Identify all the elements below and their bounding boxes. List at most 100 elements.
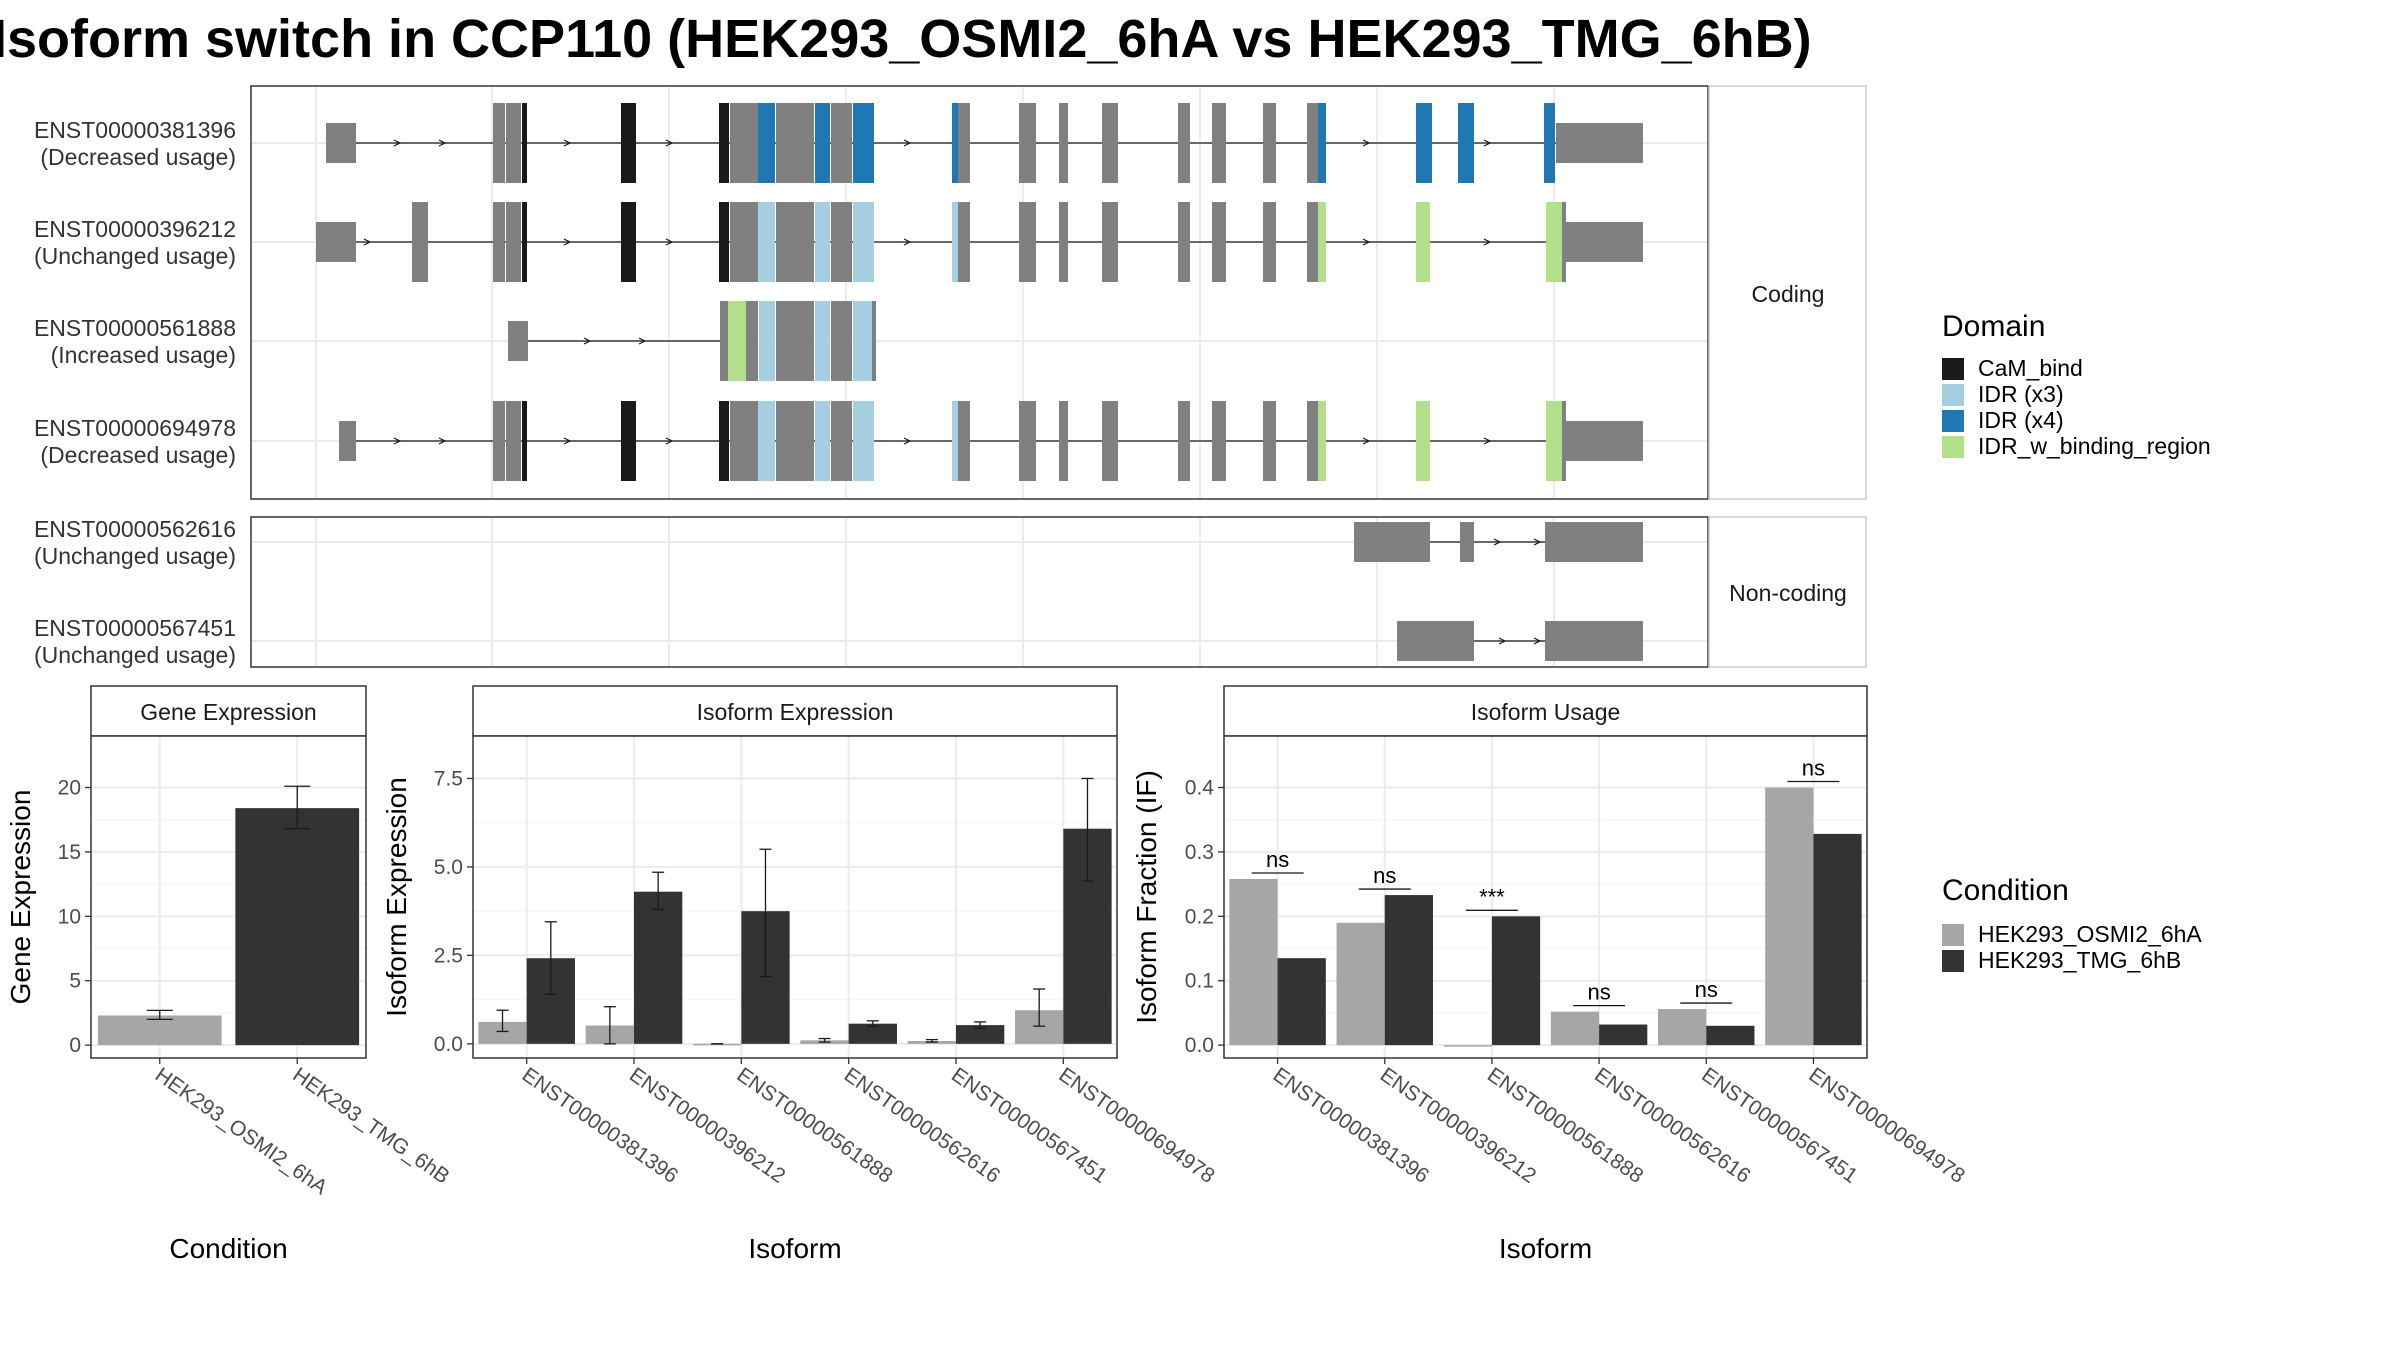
bar — [1277, 958, 1326, 1046]
coding-exon — [958, 401, 970, 481]
coding-exon — [746, 301, 758, 381]
panel-title: Isoform Expression — [697, 699, 894, 725]
coding-exon — [776, 202, 814, 282]
y-axis-title: Isoform Fraction (IF) — [1131, 770, 1162, 1024]
domain-legend-key — [1942, 436, 1964, 458]
y-tick-label: 5 — [69, 970, 81, 993]
strand-arrow — [363, 238, 372, 246]
domain-block — [853, 103, 874, 183]
strand-arrow — [1498, 637, 1507, 645]
noncoding-panel-frame — [250, 516, 1709, 668]
coding-strip-label: Coding — [1752, 281, 1825, 307]
coding-exon — [1212, 202, 1226, 282]
coding-exon — [776, 401, 814, 481]
transcript-id-label: ENST00000561888 — [34, 315, 236, 341]
condition-legend-label: HEK293_TMG_6hB — [1978, 947, 2181, 973]
panel-title: Gene Expression — [140, 699, 316, 725]
domain-block — [758, 401, 775, 481]
panel-strip — [1223, 685, 1868, 737]
domain-block — [1544, 103, 1555, 183]
utr-exon — [1397, 621, 1474, 661]
y-tick-label: 0.3 — [1185, 841, 1214, 864]
strand-arrow — [903, 238, 912, 246]
utr-exon — [1545, 621, 1643, 661]
transcript-usage-label: (Unchanged usage) — [34, 543, 236, 569]
coding-exon — [1212, 103, 1226, 183]
strand-arrow — [1483, 437, 1492, 445]
condition-legend-key — [1942, 924, 1964, 946]
coding-exon — [1102, 202, 1118, 282]
coding-exon — [493, 103, 505, 183]
figure-title: Isoform switch in CCP110 (HEK293_OSMI2_6… — [0, 9, 1812, 69]
strand-arrow — [563, 238, 572, 246]
coding-panel-frame — [250, 85, 1709, 500]
strand-arrow — [1533, 637, 1542, 645]
bar — [478, 1021, 527, 1044]
domain-block — [1318, 103, 1326, 183]
strand-arrow — [1362, 437, 1371, 445]
utr-exon — [1460, 522, 1474, 562]
bar — [1491, 916, 1541, 1046]
y-tick-label: 0 — [69, 1034, 81, 1057]
utr-exon — [1556, 123, 1643, 163]
coding-exon — [831, 401, 852, 481]
coding-exon — [1307, 401, 1318, 481]
coding-exon — [1263, 103, 1276, 183]
y-axis-title: Isoform Expression — [381, 777, 412, 1017]
significance-label: ns — [1373, 863, 1396, 888]
transcript-usage-label: (Unchanged usage) — [34, 243, 236, 269]
coding-exon — [958, 202, 970, 282]
strand-arrow — [1493, 538, 1502, 546]
domain-block — [621, 202, 636, 282]
strand-arrow — [665, 437, 674, 445]
y-tick-label: 0.0 — [434, 1033, 463, 1056]
domain-block — [758, 103, 775, 183]
bar — [1550, 1011, 1600, 1046]
bar — [1658, 1009, 1707, 1046]
strand-arrow — [393, 139, 402, 147]
coding-exon — [958, 103, 970, 183]
y-tick-label: 5.0 — [434, 856, 463, 879]
strand-arrow — [903, 437, 912, 445]
domain-legend-label: IDR (x3) — [1978, 381, 2064, 407]
utr-exon — [339, 421, 356, 461]
domain-block — [621, 103, 636, 183]
domain-block — [1318, 401, 1326, 481]
transcript-structure-panel: CodingNon-codingENST00000381396(Decrease… — [34, 85, 1867, 668]
utr-exon — [1566, 421, 1643, 461]
panel-title: Isoform Usage — [1471, 699, 1621, 725]
utr-exon — [316, 222, 356, 262]
transcript-id-label: ENST00000562616 — [34, 516, 236, 542]
panel-background — [1224, 736, 1867, 1058]
domain-block — [621, 401, 636, 481]
domain-block — [1416, 401, 1430, 481]
significance-label: *** — [1479, 884, 1505, 909]
transcript-usage-label: (Increased usage) — [51, 342, 236, 368]
domain-block — [522, 401, 527, 481]
bar — [235, 808, 360, 1046]
coding-exon — [1059, 103, 1068, 183]
strand-arrow — [665, 238, 674, 246]
coding-exon — [1019, 202, 1036, 282]
strand-arrow — [563, 437, 572, 445]
isoform-usage-panel: Isoform Usage ns ns *** ns ns ns 0.0 0.1 0.2 0.3 0.… — [1131, 685, 1969, 1264]
bar — [1599, 1024, 1648, 1046]
strand-arrow — [665, 139, 674, 147]
strand-arrow — [1362, 238, 1371, 246]
isoform-expression-panel: Isoform Expression0.02.55.07.5ENST000003… — [381, 685, 1219, 1264]
bar — [634, 891, 683, 1044]
coding-exon — [1307, 202, 1318, 282]
coding-exon — [1102, 103, 1118, 183]
strand-arrow — [1483, 238, 1492, 246]
coding-exon — [506, 202, 521, 282]
domain-block — [815, 103, 830, 183]
panel-frame — [472, 735, 1118, 1059]
coding-exon — [1562, 202, 1566, 282]
transcript-usage-label: (Decreased usage) — [40, 144, 236, 170]
domain-block — [1546, 202, 1562, 282]
utr-exon — [1354, 522, 1430, 562]
coding-exon — [1178, 202, 1190, 282]
coding-exon — [493, 202, 505, 282]
